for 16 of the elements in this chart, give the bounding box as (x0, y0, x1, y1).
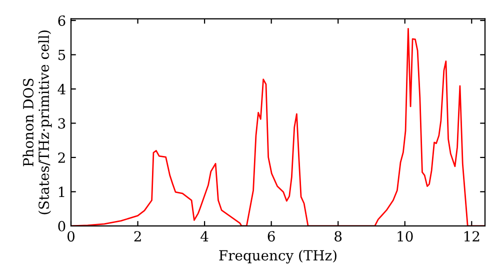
y-tick-label: 5 (58, 50, 66, 60)
y-tick-label: 3 (58, 118, 66, 129)
x-tick-label: 4 (200, 231, 208, 242)
y-axis-title: Phonon DOS (States/THz·primitive cell) (22, 30, 52, 214)
x-tick-label: 12 (464, 231, 480, 242)
x-tick-label: 2 (134, 231, 141, 242)
x-tick-label: 0 (67, 231, 74, 242)
x-tick-label: 6 (268, 231, 275, 242)
y-tick-label: 2 (58, 152, 65, 163)
y-tick-label: 1 (58, 186, 64, 197)
y-tick-label: 0 (58, 220, 66, 232)
x-tick-label: 10 (398, 231, 413, 242)
y-tick-label: 6 (58, 15, 66, 26)
x-tick-label: 8 (334, 231, 342, 242)
x-axis-title: Frequency (THz) (219, 250, 336, 264)
y-tick-label: 4 (58, 84, 66, 94)
